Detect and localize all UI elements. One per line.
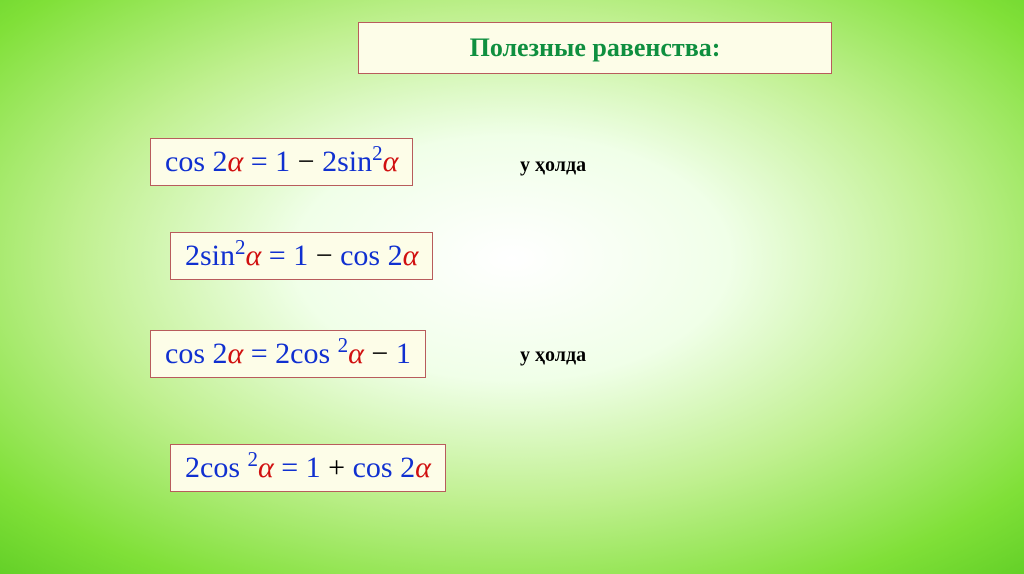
formula-4-text: 2cos 2α = 1 + cos 2α: [185, 451, 431, 484]
annotation-2: у ҳолда: [520, 344, 586, 367]
title-box: Полезные равенства:: [358, 22, 832, 74]
formula-2: 2sin2α = 1 − cos 2α: [170, 232, 433, 280]
formula-1-text: cos 2α = 1 − 2sin2α: [165, 145, 398, 178]
slide-title: Полезные равенства:: [470, 33, 721, 63]
formula-1: cos 2α = 1 − 2sin2α: [150, 138, 413, 186]
formula-4: 2cos 2α = 1 + cos 2α: [170, 444, 446, 492]
formula-3-text: cos 2α = 2cos 2α − 1: [165, 337, 411, 370]
formula-2-text: 2sin2α = 1 − cos 2α: [185, 239, 418, 272]
annotation-1: у ҳолда: [520, 154, 586, 177]
slide: Полезные равенства: cos 2α = 1 − 2sin2α …: [0, 0, 1024, 574]
formula-3: cos 2α = 2cos 2α − 1: [150, 330, 426, 378]
